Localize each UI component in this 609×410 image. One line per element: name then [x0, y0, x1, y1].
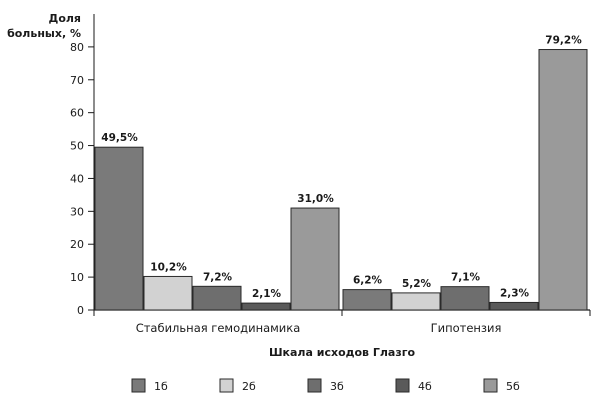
- y-tick-label: 70: [70, 74, 84, 87]
- x-axis-title: Шкала исходов Глазго: [269, 346, 416, 359]
- bar: [440, 286, 490, 311]
- data-label: 5,2%: [402, 278, 432, 290]
- legend: 1б 2б 3б 4б 5б: [131, 378, 520, 393]
- legend-label: 4б: [418, 380, 432, 393]
- y-axis-title: больных, %: [7, 27, 81, 40]
- y-tick-label: 80: [70, 41, 84, 54]
- legend-swatch: [483, 378, 498, 393]
- data-label: 2,3%: [500, 287, 530, 299]
- legend-swatch: [219, 378, 234, 393]
- bar: [241, 302, 291, 311]
- y-axis-title: Доля: [49, 12, 81, 25]
- legend-swatch: [307, 378, 322, 393]
- bars: [94, 49, 588, 311]
- legend-label: 2б: [242, 380, 256, 393]
- bar: [94, 146, 144, 311]
- legend-swatch: [131, 378, 146, 393]
- data-label: 6,2%: [353, 275, 383, 287]
- y-tick-label: 30: [70, 205, 84, 218]
- data-label: 7,2%: [203, 271, 233, 283]
- y-tick-label: 60: [70, 107, 84, 120]
- y-tick-label: 50: [70, 140, 84, 153]
- bar: [489, 301, 539, 311]
- data-label: 2,1%: [252, 288, 282, 300]
- data-label: 7,1%: [451, 272, 481, 284]
- y-tick-label: 20: [70, 238, 84, 251]
- y-tick-label: 10: [70, 271, 84, 284]
- legend-label: 1б: [154, 380, 168, 393]
- data-label: 10,2%: [150, 261, 187, 273]
- bar: [192, 285, 242, 311]
- y-tick-label: 40: [70, 172, 84, 185]
- x-category-label: Гипотензия: [431, 321, 502, 335]
- bar: [290, 207, 340, 311]
- y-tick-label: 0: [77, 304, 84, 317]
- x-category-label: Стабильная гемодинамика: [136, 321, 301, 335]
- data-label: 79,2%: [545, 35, 582, 47]
- legend-label: 3б: [330, 380, 344, 393]
- data-label: 31,0%: [297, 193, 334, 205]
- bar: [538, 49, 588, 311]
- axes: 0 10 20 30 40 50 60 70 80 Доля больных, % Стабильна…: [7, 12, 591, 359]
- legend-label: 5б: [506, 380, 520, 393]
- data-labels: 49,5% 10,2% 7,2% 2,1% 31,0% 6,2% 5,2% 7,1% 2,3% 7…: [101, 35, 582, 301]
- data-label: 49,5%: [101, 132, 138, 144]
- bar: [143, 275, 193, 311]
- legend-swatch: [395, 378, 410, 393]
- bar: [391, 292, 441, 311]
- bar: [342, 289, 392, 311]
